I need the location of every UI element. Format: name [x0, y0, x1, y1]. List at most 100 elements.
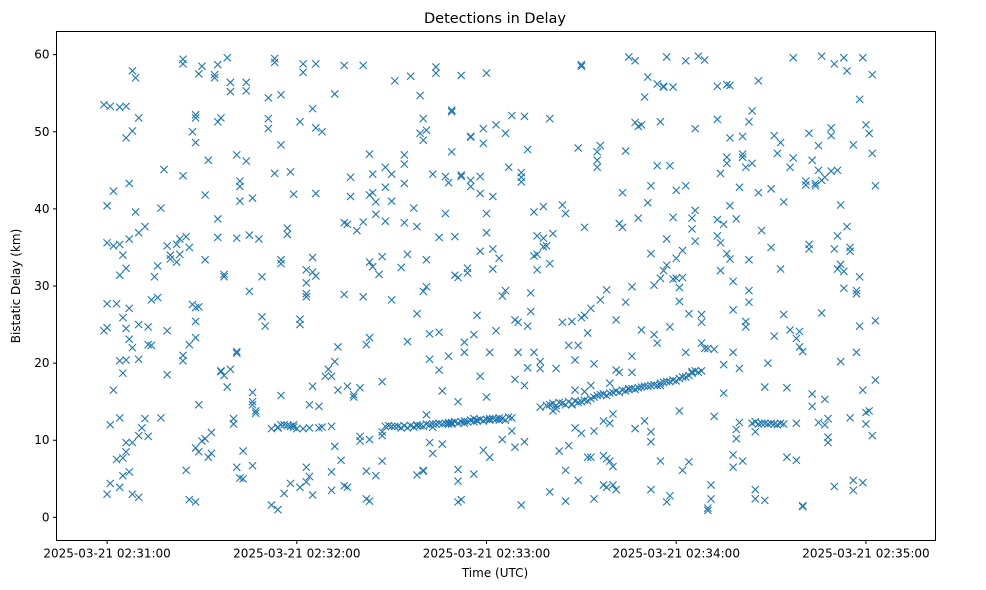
data-point: [210, 73, 219, 82]
data-point: [280, 489, 289, 498]
data-point: [536, 357, 545, 366]
data-point: [232, 463, 241, 472]
data-point: [703, 504, 712, 513]
data-point: [741, 163, 750, 172]
data-point: [488, 192, 497, 201]
data-point: [564, 441, 573, 450]
data-point: [798, 347, 807, 356]
data-point: [122, 264, 131, 273]
data-point: [185, 243, 194, 252]
data-point: [808, 389, 817, 398]
data-point: [583, 329, 592, 338]
data-point: [808, 156, 817, 165]
data-point: [362, 467, 371, 476]
data-point: [624, 52, 633, 61]
data-point: [665, 161, 674, 170]
data-point: [836, 357, 845, 366]
data-point: [425, 329, 434, 338]
data-point: [213, 233, 222, 242]
data-point: [412, 470, 421, 479]
data-point: [349, 393, 358, 402]
data-point: [574, 398, 583, 407]
data-point: [871, 316, 880, 325]
data-point: [308, 491, 317, 499]
data-point: [387, 170, 396, 179]
data-point: [144, 340, 153, 349]
data-point: [786, 163, 795, 172]
x-tick-label: 2025-03-21 02:35:00: [802, 547, 929, 561]
data-point: [555, 398, 564, 407]
data-point: [118, 251, 127, 260]
data-point: [438, 386, 447, 395]
data-point: [422, 255, 431, 264]
data-point: [447, 147, 456, 156]
data-point: [612, 315, 621, 324]
data-point: [118, 369, 127, 378]
data-point: [590, 426, 599, 435]
data-point: [653, 79, 662, 88]
data-point: [760, 496, 769, 505]
x-tick-label: 2025-03-21 02:33:00: [423, 547, 550, 561]
data-point: [431, 62, 440, 71]
data-point: [454, 465, 463, 474]
data-point: [571, 423, 580, 432]
data-point: [868, 70, 877, 79]
data-point: [172, 240, 181, 249]
data-point: [270, 54, 279, 63]
data-point: [801, 180, 810, 189]
data-point: [536, 403, 545, 412]
data-point: [710, 345, 719, 354]
data-point: [115, 240, 124, 249]
data-point: [435, 233, 444, 242]
data-point: [435, 328, 444, 337]
data-point: [283, 224, 292, 233]
data-point: [552, 404, 561, 413]
data-point: [767, 243, 776, 252]
data-point: [621, 298, 630, 307]
data-point: [700, 344, 709, 353]
data-point: [817, 52, 826, 61]
data-point: [716, 266, 725, 275]
data-point: [191, 497, 200, 506]
data-point: [178, 171, 187, 180]
data-point: [141, 414, 150, 423]
data-point: [365, 150, 374, 159]
data-point: [830, 244, 839, 253]
data-point: [482, 393, 491, 402]
data-point: [175, 234, 184, 243]
data-point: [131, 73, 140, 82]
data-point: [849, 476, 858, 485]
data-point: [207, 449, 216, 458]
data-point: [526, 288, 535, 297]
data-point: [419, 466, 428, 475]
data-point: [763, 359, 772, 368]
data-point: [352, 226, 361, 235]
data-point: [422, 420, 431, 429]
data-point: [523, 363, 532, 372]
data-point: [520, 437, 529, 446]
data-point: [213, 214, 222, 223]
data-point: [447, 107, 456, 116]
data-point: [302, 278, 311, 287]
data-point: [814, 141, 823, 150]
data-point: [226, 87, 235, 96]
data-point: [232, 234, 241, 243]
data-point: [115, 483, 124, 492]
data-point: [400, 179, 409, 188]
data-point: [744, 117, 753, 126]
data-point: [267, 501, 276, 510]
data-point: [688, 214, 697, 223]
data-point: [675, 406, 684, 415]
data-point: [656, 457, 665, 466]
data-point: [697, 310, 706, 319]
data-point: [302, 265, 311, 274]
data-point: [703, 506, 712, 515]
data-point: [605, 419, 614, 428]
data-point: [824, 438, 832, 447]
data-point: [125, 234, 134, 243]
data-point: [163, 326, 172, 335]
data-point: [118, 453, 127, 462]
data-point: [371, 471, 380, 480]
data-point: [280, 420, 289, 429]
data-point: [488, 265, 497, 274]
